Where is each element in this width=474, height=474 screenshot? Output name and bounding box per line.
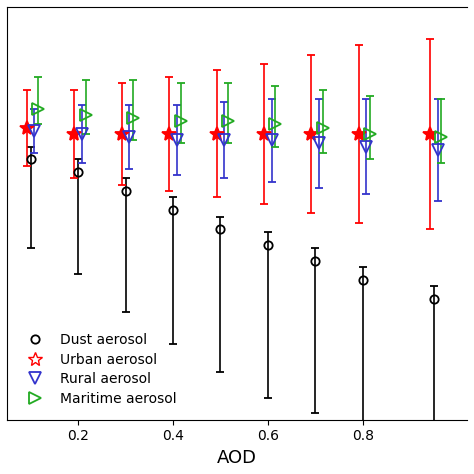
X-axis label: AOD: AOD xyxy=(217,449,257,467)
Legend: Dust aerosol, Urban aerosol, Rural aerosol, Maritime aerosol: Dust aerosol, Urban aerosol, Rural aeros… xyxy=(14,326,183,413)
